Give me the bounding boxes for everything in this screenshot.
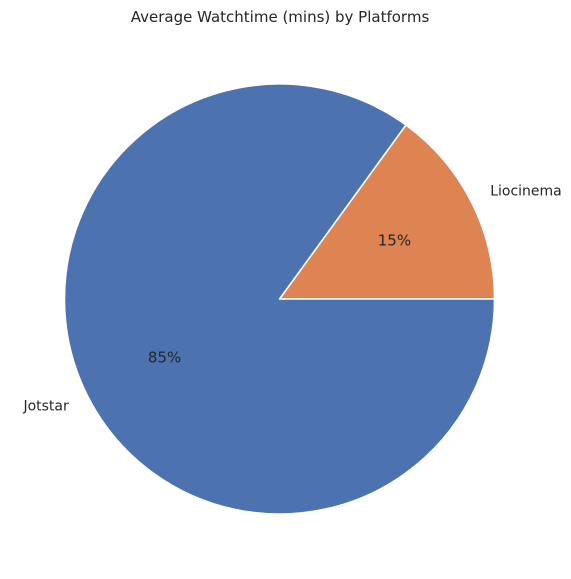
chart-title: Average Watchtime (mins) by Platforms <box>131 8 430 26</box>
pct-label-jotstar: 85% <box>148 349 181 367</box>
pct-label-liocinema: 15% <box>378 231 411 249</box>
pie-slice-jotstar <box>63 83 496 515</box>
slice-label-liocinema: Liocinema <box>490 184 562 200</box>
slice-label-jotstar: Jotstar <box>22 398 69 414</box>
pie-slice-liocinema <box>278 124 496 300</box>
pie-wedges <box>63 83 496 515</box>
pie-labels: 15% Liocinema 85% Jotstar <box>22 184 561 415</box>
